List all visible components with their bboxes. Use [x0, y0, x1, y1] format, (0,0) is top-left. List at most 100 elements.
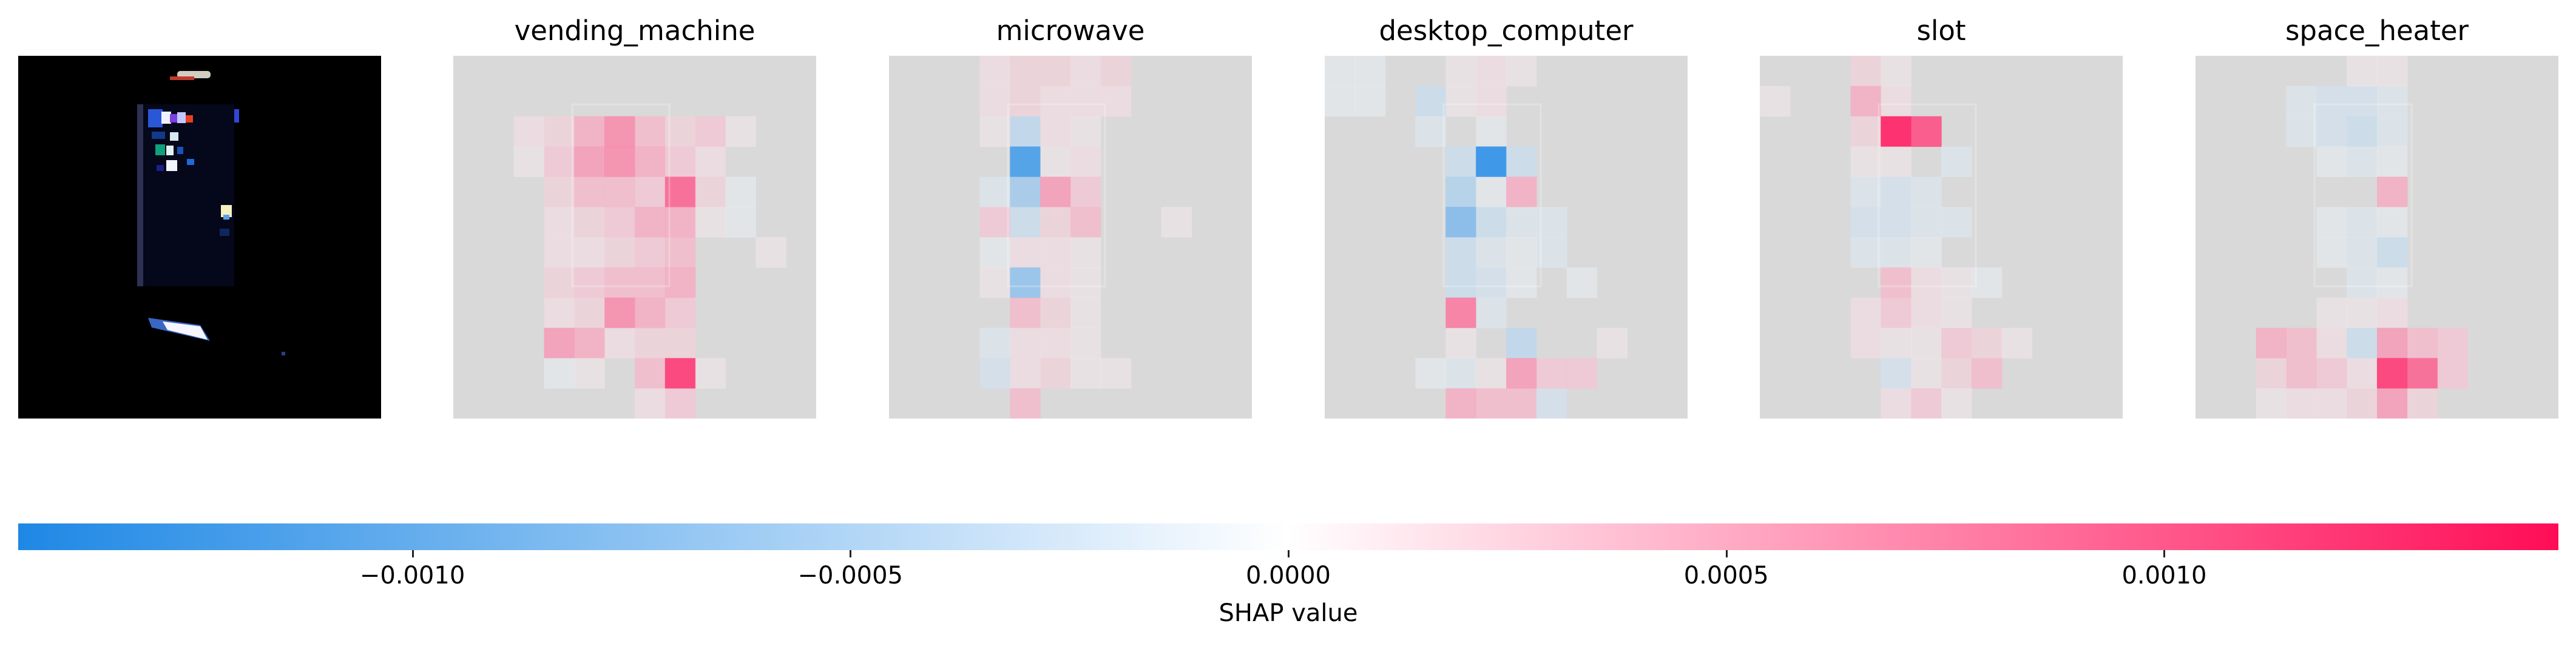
heatmap-cell [1354, 86, 1386, 117]
heatmap-cell [695, 237, 726, 267]
heatmap-cell [664, 297, 696, 329]
heatmap-cell [1476, 146, 1507, 177]
heatmap-cell [2032, 56, 2063, 86]
heatmap-cell [2498, 86, 2528, 116]
heatmap-cell [2062, 147, 2092, 177]
heatmap-cell [1820, 177, 1851, 207]
heatmap-cell [1354, 56, 1386, 87]
heatmap-cell [919, 147, 950, 177]
heatmap-cell [2062, 116, 2092, 147]
heatmap-cell [604, 207, 635, 238]
heatmap-cell [1941, 146, 1972, 177]
heatmap-cell [786, 177, 816, 207]
heatmap-cell [1161, 328, 1192, 358]
heatmap-cell [1881, 388, 1912, 419]
heatmap-cell [514, 86, 544, 116]
heatmap-cell [544, 56, 575, 86]
heatmap-cell [1355, 358, 1385, 388]
heatmap-cell [1070, 328, 1101, 358]
heatmap-cell [1161, 388, 1192, 419]
heatmap-cell [2226, 56, 2256, 86]
heatmap-cell [1911, 237, 1942, 268]
heatmap-cell [695, 86, 726, 116]
heatmap-cell [2498, 358, 2528, 388]
heatmap-cell [514, 207, 544, 237]
heatmap-cell [635, 177, 666, 207]
heatmap-cell [1131, 267, 1161, 298]
heatmap-cell [695, 146, 726, 177]
heatmap-cell [2226, 328, 2256, 358]
shap-map-desktop-computer [1325, 56, 1688, 419]
heatmap-cell [1070, 297, 1101, 329]
heatmap-cell [1010, 146, 1041, 177]
heatmap-cell [1161, 358, 1192, 388]
heatmap-cell [1010, 86, 1041, 117]
heatmap-cell [2528, 116, 2558, 147]
heatmap-cell [1657, 388, 1688, 419]
heatmap-cell [1820, 298, 1851, 328]
heatmap-cell [2498, 328, 2528, 358]
heatmap-cell [1100, 56, 1132, 87]
heatmap-cell [919, 86, 950, 116]
heatmap-cell [635, 267, 666, 298]
heatmap-cell [1627, 388, 1657, 419]
heatmap-cell [1506, 146, 1537, 177]
heatmap-cell [1760, 358, 1790, 388]
heatmap-cell [2196, 177, 2226, 207]
heatmap-cell [2316, 297, 2347, 329]
heatmap-cell [453, 56, 484, 86]
heatmap-cell [1820, 86, 1851, 116]
heatmap-cell [1971, 358, 2003, 389]
heatmap-cell [756, 177, 786, 207]
heatmap-cell [2092, 237, 2123, 267]
heatmap-cell [725, 116, 756, 147]
heatmap-cell [1476, 207, 1507, 238]
shap-map-microwave-svg [889, 56, 1252, 419]
heatmap-cell [1657, 56, 1688, 86]
heatmap-cell [1070, 207, 1101, 238]
heatmap-cell [726, 147, 756, 177]
heatmap-cell [1941, 116, 1972, 147]
heatmap-cell [1040, 56, 1071, 87]
heatmap-cell [1506, 267, 1537, 298]
heatmap-cell [2196, 358, 2226, 388]
heatmap-cell [1881, 267, 1912, 298]
heatmap-cell [514, 237, 544, 267]
heatmap-cell [889, 388, 919, 419]
heatmap-cell [2196, 388, 2226, 419]
heatmap-cell [1790, 86, 1820, 116]
heatmap-cell [574, 388, 604, 419]
colorbar-tick-label: 0.0005 [1683, 562, 1769, 590]
heatmap-cell [695, 328, 726, 358]
heatmap-cell [1191, 328, 1222, 358]
heatmap-cell [2226, 358, 2256, 388]
heatmap-cell [2286, 388, 2317, 419]
heatmap-cell [726, 56, 756, 86]
heatmap-cell [1911, 388, 1942, 419]
shap-map-microwave [889, 56, 1252, 419]
heatmap-cell [2256, 328, 2287, 358]
heatmap-cell [2062, 388, 2092, 419]
heatmap-cell [1881, 237, 1912, 268]
heatmap-cell [2092, 116, 2123, 147]
heatmap-cell [604, 146, 635, 177]
heatmap-cell [1222, 177, 1252, 207]
heatmap-cell [1567, 298, 1597, 328]
heatmap-cell [2196, 56, 2226, 86]
panel-title-desktop-computer: desktop_computer [1379, 15, 1634, 47]
heatmap-cell [1536, 388, 1567, 419]
heatmap-cell [1040, 116, 1071, 147]
heatmap-cell [1325, 147, 1355, 177]
heatmap-cell [1597, 116, 1628, 147]
heatmap-cell [2032, 388, 2063, 419]
heatmap-cell [453, 237, 484, 267]
heatmap-cell [1597, 56, 1628, 86]
heatmap-cell [2256, 177, 2287, 207]
heatmap-cell [2092, 177, 2123, 207]
heatmap-cell [1325, 177, 1355, 207]
heatmap-cell [2226, 86, 2256, 116]
heatmap-cell [1222, 237, 1252, 267]
heatmap-cell [1506, 298, 1536, 328]
heatmap-cell [2468, 388, 2498, 419]
